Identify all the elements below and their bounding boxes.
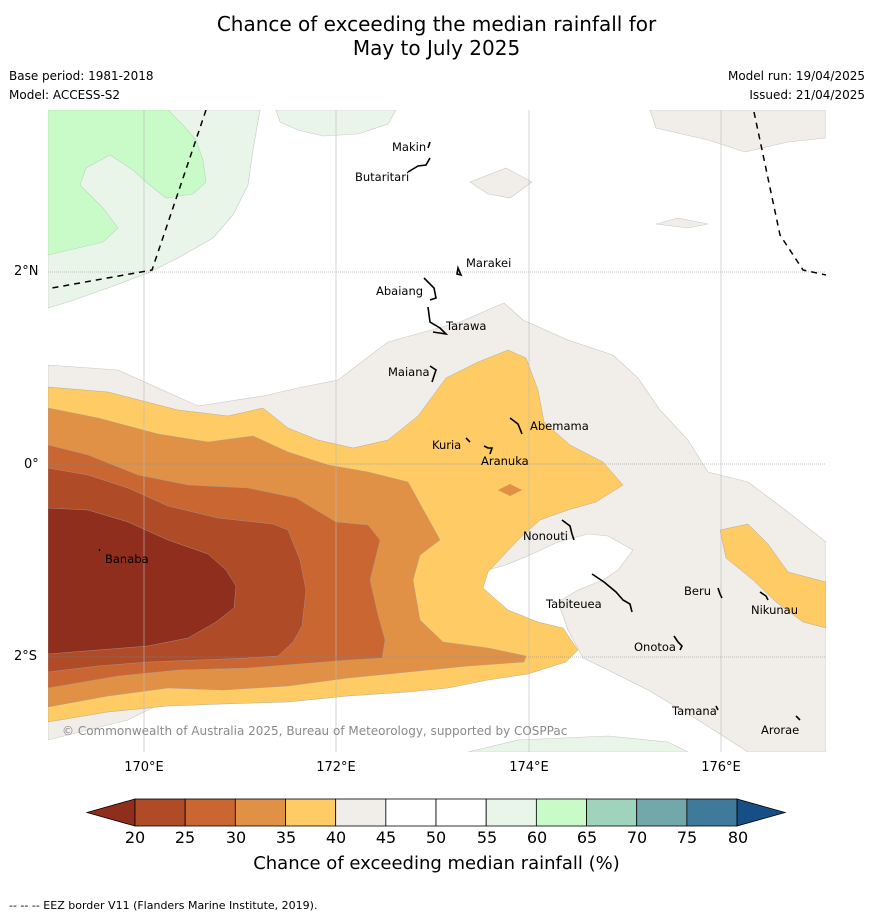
label-tamana: Tamana [671,704,717,718]
copyright-notice: © Commonwealth of Australia 2025, Bureau… [62,724,568,738]
rainfall-map: Makin Butaritari Marakei Abaiang Tarawa … [48,110,826,752]
island-nonouti [561,519,575,541]
island-banaba [98,548,101,552]
island-abaiang [423,277,437,301]
lon-label-172e: 172°E [316,760,356,775]
parallels [48,271,826,658]
label-onotoa: Onotoa [634,640,676,654]
colorbar [86,798,787,827]
title-line-1: Chance of exceeding the median rainfall … [216,12,657,36]
base-period: Base period: 1981-2018 [9,69,154,83]
label-abemama: Abemama [530,419,589,433]
colorbar-swatch [586,798,638,827]
island-aranuka [483,445,494,455]
colorbar-swatch [485,798,537,827]
eez-borders [51,110,826,289]
lat-label-2n: 2°N [14,264,39,279]
label-arorae: Arorae [761,723,799,737]
colorbar-tick: 25 [174,828,196,847]
colorbar-tick: 45 [375,828,397,847]
island-tamana [715,705,719,711]
island-arorae [795,715,801,721]
eez-border-west [51,110,207,289]
colorbar-swatch [385,798,437,827]
label-beru: Beru [684,584,711,598]
colorbar-swatch [234,798,286,827]
colorbar-tick: 65 [576,828,598,847]
islands [98,141,801,721]
eez-footnote: -- -- -- EEZ border V11 (Flanders Marine… [9,899,318,912]
colorbar-swatch [686,798,738,827]
colorbar-extend-low [86,798,136,827]
colorbar-tick: 70 [626,828,648,847]
colorbar-tick: 55 [476,828,498,847]
label-abaiang: Abaiang [376,284,423,298]
label-banaba: Banaba [105,552,149,566]
island-beru [717,587,723,599]
region-below-20 [48,507,237,655]
colorbar-tick: 50 [425,828,447,847]
colorbar-swatch [636,798,688,827]
eez-border-east [753,111,826,276]
colorbar-label: Chance of exceeding median rainfall (%) [253,853,620,874]
title-line-2: May to July 2025 [352,36,521,60]
island-kuria [465,437,471,443]
lon-label-174e: 174°E [509,760,549,775]
label-butaritari: Butaritari [355,170,409,184]
region-40-45-small-east [655,217,709,229]
island-marakei [456,265,463,277]
colorbar-tick: 35 [275,828,297,847]
place-labels: Makin Butaritari Marakei Abaiang Tarawa … [105,140,799,737]
region-40-45-center-north [469,167,533,199]
colorbar-swatch [335,798,387,827]
island-maiana [429,365,437,383]
region-60-65-nw [48,110,207,256]
colorbar-tick: 40 [325,828,347,847]
label-tarawa: Tarawa [445,319,486,333]
label-nonouti: Nonouti [523,529,568,543]
colorbar-tick: 80 [727,828,749,847]
region-35-40-east [719,523,826,629]
colorbar-swatch [285,798,337,827]
model-info: Base period: 1981-2018 Model: ACCESS-S2 [9,67,154,105]
region-30-35-blob [498,484,522,496]
island-nikunau [759,591,769,601]
island-abemama [509,417,523,435]
island-onotoa [673,635,683,651]
region-55-60-bottom [467,735,689,752]
island-tabiteuea [591,573,633,613]
lat-label-equator: 0° [24,457,39,472]
label-aranuka: Aranuka [481,454,529,468]
label-tabiteuea: Tabiteuea [545,597,602,611]
lon-label-176e: 176°E [701,760,741,775]
issued-date: Issued: 21/04/2025 [749,88,865,102]
colorbar-extend-high [736,798,787,827]
colorbar-swatch [535,798,587,827]
model-run-date: Model run: 19/04/2025 [727,69,865,83]
label-maiana: Maiana [388,365,430,379]
island-tarawa [427,306,449,336]
lon-label-170e: 170°E [124,760,164,775]
colorbar-swatch [184,798,236,827]
label-makin: Makin [392,140,426,154]
label-nikunau: Nikunau [751,603,798,617]
colorbar-tick: 60 [526,828,548,847]
lat-label-2s: 2°S [14,649,38,664]
colorbar-tick: 20 [124,828,146,847]
island-makin [427,141,431,149]
region-40-45-ne [649,110,826,153]
colorbar-swatch [134,798,186,827]
island-butaritari [407,157,431,173]
model-name: Model: ACCESS-S2 [9,88,121,102]
label-kuria: Kuria [432,438,461,452]
label-marakei: Marakei [466,256,511,270]
run-info: Model run: 19/04/2025 Issued: 21/04/2025 [728,67,865,105]
colorbar-swatch [435,798,487,827]
chart-title: Chance of exceeding the median rainfall … [0,12,873,60]
colorbar-tick: 75 [676,828,698,847]
colorbar-tick: 30 [225,828,247,847]
graticule [143,110,722,752]
